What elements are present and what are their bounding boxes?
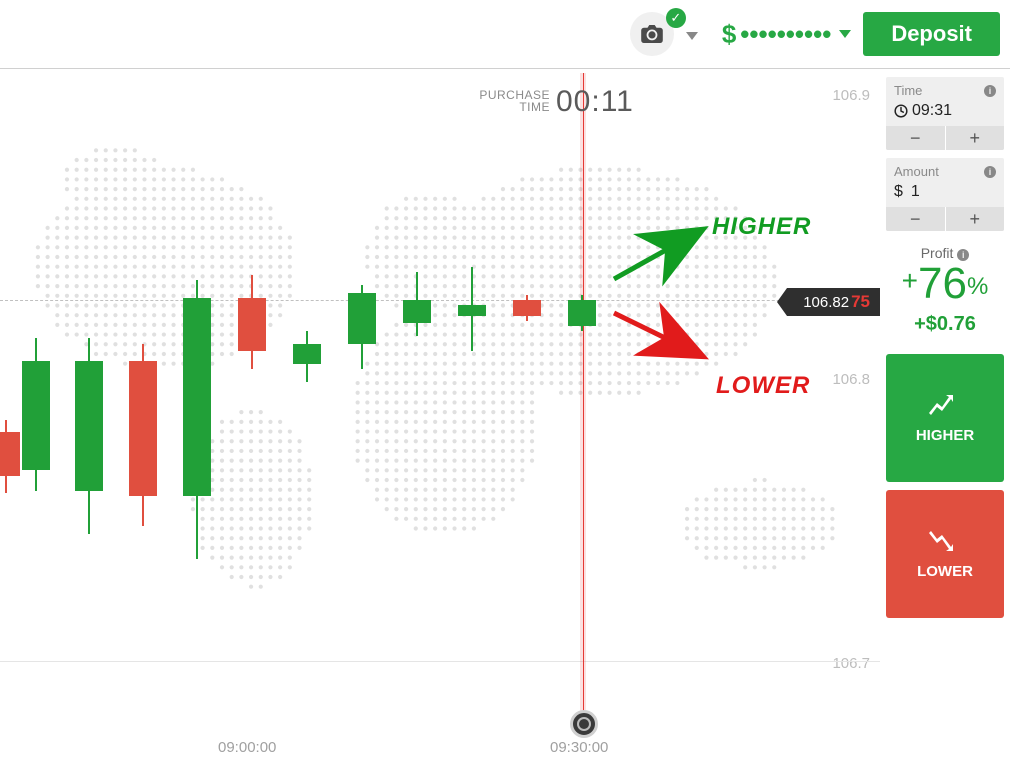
time-panel: Time i 09:31 − + — [886, 77, 1004, 150]
balance-amount: •••••••••• — [740, 19, 831, 50]
check-badge-icon: ✓ — [666, 8, 686, 28]
x-tick-label: 09:30:00 — [550, 739, 608, 756]
info-icon[interactable]: i — [984, 85, 996, 97]
amount-increment-button[interactable]: + — [945, 207, 1005, 231]
time-increment-button[interactable]: + — [945, 126, 1005, 150]
time-label: Time — [894, 83, 922, 98]
candle — [238, 69, 266, 762]
y-tick-label: 106.7 — [832, 655, 870, 672]
price-int: 106.82 — [803, 294, 849, 311]
candle — [0, 69, 20, 762]
screenshot-control: ✓ — [620, 12, 684, 56]
profit-percent: +76% — [886, 261, 1004, 307]
camera-icon — [641, 25, 663, 43]
higher-button[interactable]: HIGHER — [886, 354, 1004, 482]
annotation-higher: HIGHER — [712, 213, 811, 241]
candle — [568, 69, 596, 762]
balance-currency: $ — [722, 19, 736, 50]
time-decrement-button[interactable]: − — [886, 126, 945, 150]
candle — [129, 69, 157, 762]
profit-display: Profit i +76% +$0.76 — [886, 245, 1004, 336]
profit-amount: +$0.76 — [886, 313, 1004, 336]
amount-value[interactable]: 1 — [911, 183, 920, 201]
trend-down-icon — [929, 529, 961, 553]
deposit-button[interactable]: Deposit — [863, 12, 1000, 56]
y-tick-label: 106.9 — [832, 87, 870, 104]
current-price-tag: 106.8275 — [787, 288, 880, 316]
price-chart[interactable]: 106.9 106.8 106.7 PURCHASE TIME 00:11 10… — [0, 69, 880, 762]
candle — [348, 69, 376, 762]
lower-button-label: LOWER — [917, 563, 973, 580]
trend-up-icon — [929, 393, 961, 417]
lower-button[interactable]: LOWER — [886, 490, 1004, 618]
amount-decrement-button[interactable]: − — [886, 207, 945, 231]
y-tick-label: 106.8 — [832, 371, 870, 388]
clock-icon — [894, 104, 908, 118]
candle — [183, 69, 211, 762]
amount-currency: $ — [894, 183, 903, 201]
info-icon[interactable]: i — [984, 166, 996, 178]
x-tick-label: 09:00:00 — [218, 739, 276, 756]
annotation-lower: LOWER — [716, 372, 810, 400]
candle — [22, 69, 50, 762]
candle — [458, 69, 486, 762]
main-area: 106.9 106.8 106.7 PURCHASE TIME 00:11 10… — [0, 68, 1010, 761]
higher-button-label: HIGHER — [916, 427, 974, 444]
time-value[interactable]: 09:31 — [912, 102, 952, 120]
price-frac: 75 — [851, 292, 870, 312]
amount-panel: Amount i $ 1 − + — [886, 158, 1004, 231]
amount-label: Amount — [894, 164, 939, 179]
candle — [513, 69, 541, 762]
trade-sidebar: Time i 09:31 − + Amount i $ 1 − — [880, 69, 1010, 624]
candle — [403, 69, 431, 762]
topbar: ✓ $ •••••••••• Deposit — [0, 0, 1010, 68]
balance-dropdown[interactable]: $ •••••••••• — [722, 19, 852, 50]
candle — [75, 69, 103, 762]
chevron-down-icon — [839, 30, 851, 38]
timeline-knob[interactable] — [570, 710, 598, 738]
chevron-down-icon[interactable] — [686, 32, 698, 40]
candle — [293, 69, 321, 762]
